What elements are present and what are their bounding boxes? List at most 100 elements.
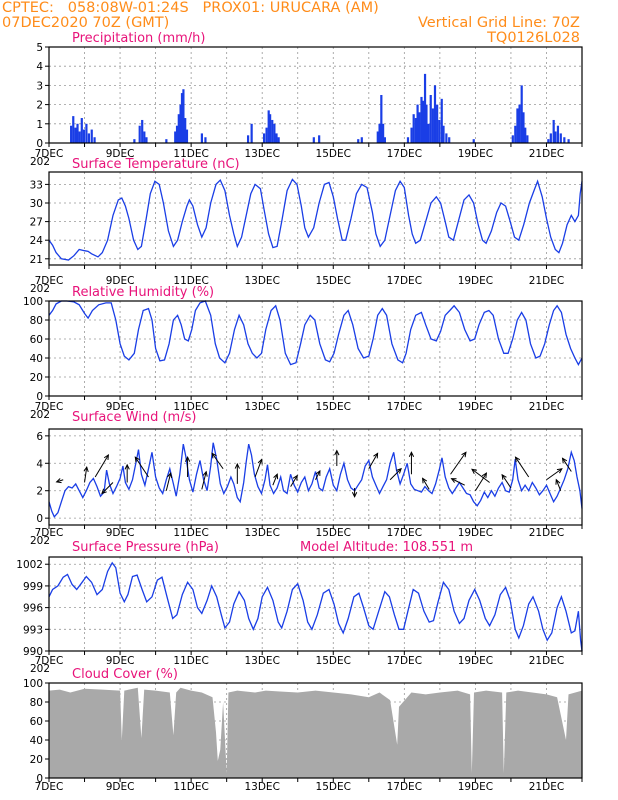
precip-bar [522,112,525,143]
precip-bar [269,114,272,143]
press-ytick-label: 996 [23,603,43,615]
precip-bar [514,125,517,143]
wind-ytick-label: 4 [36,458,43,470]
wind-series-line [48,442,583,518]
precip-bar [78,131,81,143]
precip-bar [423,73,427,143]
cloud-cover-area [49,687,582,778]
wind-vector-arrow [368,452,379,470]
wind-ytick-label: 0 [36,513,43,525]
temp-panel-title: Surface Temperature (nC) [72,157,240,172]
precip-xtick-label: 9DEC [106,148,135,160]
wind-xtick-label: 9DEC [106,527,135,539]
cloud-ytick-label: 0 [36,773,43,785]
wind-vector-arrow [201,470,208,490]
precip-bar [82,129,86,143]
cloud-xtick-label: 13DEC [244,781,279,793]
precip-bar [563,137,566,143]
precip-bar [174,131,177,143]
wind-xtick-label: 7DEC [35,527,64,539]
rh-ytick-label: 60 [30,334,43,346]
precip-xtick-label: 11DEC [173,148,208,160]
wind-panel: 0 2 4 6 7DEC 9DEC 11DEC 13DEC 15DEC 17DEC 19DEC 21D… [30,410,583,547]
wind-vector-arrow [555,478,562,491]
precip-ytick-label: 4 [36,61,43,73]
precip-bar [420,96,423,143]
precip-panel-title: Precipitation (mm/h) [72,31,205,46]
precip-bar [549,133,552,143]
temp-ytick-label: 30 [30,198,43,210]
press-xtick-label: 19DEC [458,655,493,667]
cloud-xtick-label: 9DEC [106,781,135,793]
temp-frame [48,171,583,266]
precip-bar [273,123,276,143]
precip-bar [133,139,136,143]
precip-xtick-label: 13DEC [244,148,279,160]
wind-vector-arrow [501,473,512,489]
wind-vector-arrow [334,449,340,467]
wind-vector-arrow [514,456,530,478]
precip-xtick-label: 17DEC [387,148,422,160]
precip-bar [554,131,557,143]
wind-vector-arrow [94,454,109,478]
press-ytick-label: 993 [23,624,43,636]
cloud-ytick-label: 40 [30,735,43,747]
rh-ytick-label: 20 [30,372,43,384]
wind-xtick-label: 13DEC [244,527,279,539]
precip-bar [267,110,270,143]
rh-xtick-label: 13DEC [244,401,279,413]
wind-vector-arrow [561,457,572,472]
precip-bar [524,127,527,143]
precip-bar [271,119,274,143]
precip-bar [180,93,184,143]
precip-bar [318,135,321,143]
cloud-xtick-label: 11DEC [173,781,208,793]
rh-frame [48,300,583,397]
wind-ytick-label: 6 [36,431,43,443]
press-xtick-label: 21DEC [529,655,564,667]
precip-bar [143,131,146,143]
press-xtick-label: 11DEC [173,655,208,667]
precip-bar [357,139,360,143]
precip-ytick-label: 3 [36,80,43,92]
press-panel: 990 993 996 999 1002 7DEC 9DEC 11DEC 13DEC 15DEC 1… [16,540,583,675]
precip-bar [360,137,363,143]
press-panel-title: Surface Pressure (hPa) [72,540,219,555]
precip-bar [380,95,383,143]
precip-bar [312,137,315,143]
precip-xtick-label: 21DEC [529,148,564,160]
temp-xtick-label: 17DEC [387,275,422,287]
wind-xtick-label: 17DEC [387,527,422,539]
temp-ytick-label: 27 [30,217,43,229]
header-line3-right: TQ0126L028 [487,30,580,46]
rh-xtick-label: 21DEC [529,401,564,413]
precip-bar [70,125,73,143]
temp-xtick-label: 11DEC [173,275,208,287]
precip-bar [436,104,439,143]
wind-xtick-label: 21DEC [529,527,564,539]
precip-bar [412,114,415,143]
wind-vector-arrow [272,473,279,486]
precip-bar [433,85,437,143]
precip-bar [526,135,529,143]
precip-bar [179,104,182,143]
precip-bar [427,123,430,143]
press-ytick-label: 990 [23,646,43,658]
wind-vector-arrow [234,462,240,484]
cloud-panel-title: Cloud Cover (%) [72,667,178,682]
precip-ytick-label: 0 [36,138,43,150]
cloud-panel: 0 20 40 60 80 100 7DEC 9DEC 11DEC 13DEC 15DEC 17DEC… [23,667,583,793]
wind-xtick-label: 11DEC [173,527,208,539]
cloud-xtick-label: 15DEC [316,781,351,793]
rh-series-line [48,300,583,366]
precip-bar [472,139,475,143]
wind-vector-arrow [134,456,149,478]
wind-vector-arrow [124,463,130,483]
rh-xtick-label: 17DEC [387,401,422,413]
precip-bar [559,133,562,143]
precip-bar [518,104,521,143]
rh-panel-title: Relative Humidity (%) [72,285,214,300]
precip-ytick-label: 1 [36,119,43,131]
precip-bar [262,133,266,143]
cloud-ytick-label: 60 [30,716,43,728]
